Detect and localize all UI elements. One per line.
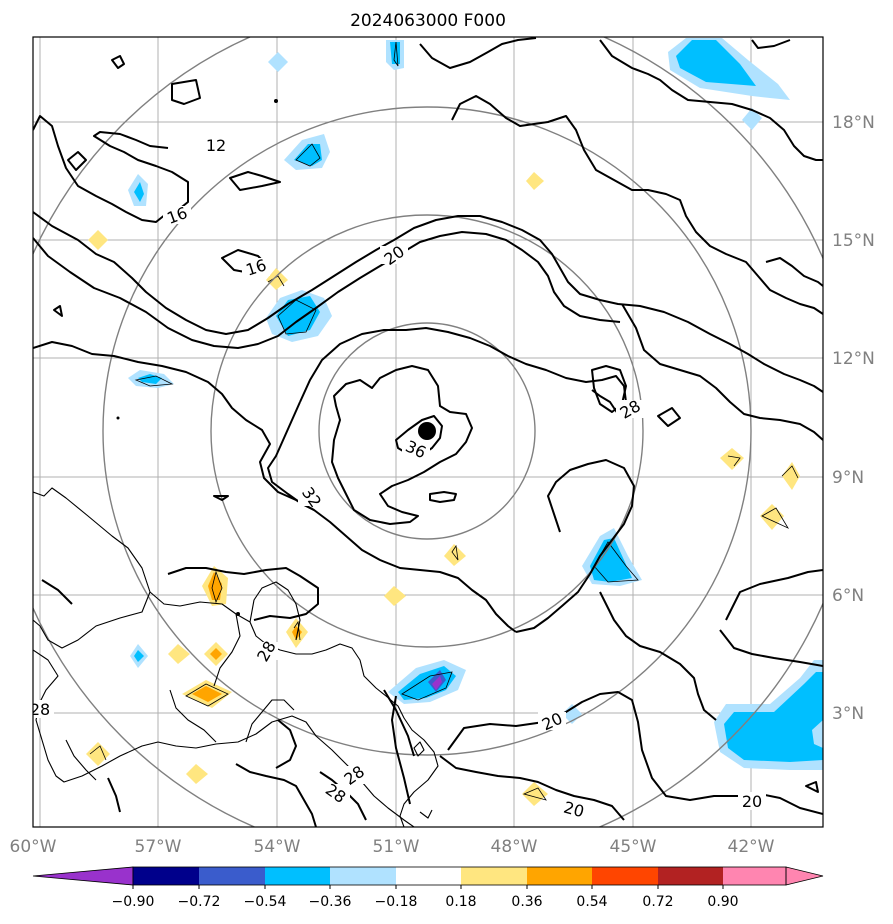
lat-tick-label: 9°N [832,468,864,488]
lat-tick-label: 15°N [832,231,875,251]
lon-tick-label: 45°W [610,837,657,857]
colorbar-tick-label: 0.90 [707,894,738,910]
colorbar-tick-label: 0.54 [576,894,607,910]
colorbar-tick-label: 0.72 [642,894,673,910]
longitude-labels: 60°W 57°W 54°W 51°W 48°W 45°W 42°W [10,837,775,857]
small-contour-marks [116,99,278,616]
lat-tick-label: 18°N [832,113,875,133]
lon-tick-label: 48°W [491,837,538,857]
contour-label: 28 [30,700,50,719]
map-content: 12 16 16 20 20 20 20 28 28 28 28 28 32 [30,37,823,827]
shaded-negative-areas [128,38,823,770]
colorbar-tick-label: −0.90 [112,894,155,910]
lat-tick-label: 3°N [832,704,864,724]
map-frame [32,36,824,828]
coastlines [33,487,439,827]
lon-tick-label: 60°W [10,837,57,857]
contour-label: 12 [206,136,226,155]
colorbar-frame [132,866,787,886]
colorbar-tick-label: −0.54 [244,894,287,910]
range-rings [33,37,823,827]
colorbar-segment [396,867,461,885]
contour-label: 20 [742,792,762,811]
colorbar-segment [527,867,592,885]
colorbar-segment [723,867,786,885]
lon-tick-label: 51°W [373,837,420,857]
latitude-labels: 18°N 15°N 12°N 9°N 6°N 3°N [832,113,875,724]
colorbar-tick-label: −0.72 [178,894,221,910]
shaded-positive-areas [86,172,800,806]
contour-lines [33,37,823,827]
lon-tick-label: 42°W [728,837,775,857]
colorbar: −0.90 −0.72 −0.54 −0.36 −0.18 0.18 0.36 … [32,866,824,910]
colorbar-extend-high [785,866,824,886]
colorbar-ticks [132,885,724,889]
colorbar-segment [330,867,396,885]
lon-tick-label: 57°W [135,837,182,857]
colorbar-tick-label: 0.36 [511,894,542,910]
lat-tick-label: 6°N [832,586,864,606]
colorbar-segment [592,867,658,885]
shading-outlines [89,41,799,801]
storm-center-icon [418,422,436,440]
colorbar-tick-label: −0.18 [375,894,418,910]
colorbar-segment [461,867,527,885]
colorbar-tick-label: −0.36 [309,894,352,910]
colorbar-segment [658,867,723,885]
figure-title: 2024063000 F000 [350,11,506,31]
colorbar-segment [199,867,265,885]
contour-labels: 12 16 16 20 20 20 20 28 28 28 28 28 32 [30,136,766,822]
lat-tick-label: 12°N [832,349,875,369]
colorbar-extend-low [32,866,134,886]
colorbar-tick-label: 0.18 [445,894,476,910]
colorbar-segment [133,867,199,885]
colorbar-segment [265,867,330,885]
lon-tick-label: 54°W [254,837,301,857]
contour-label: 20 [562,798,587,822]
